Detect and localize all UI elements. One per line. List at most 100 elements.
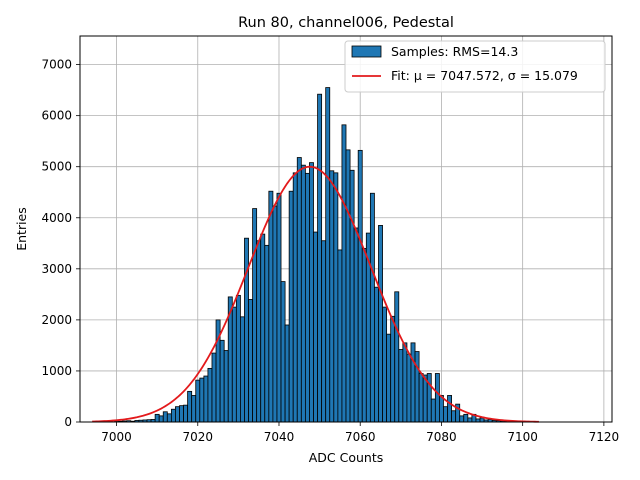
histogram-bar — [386, 333, 392, 423]
histogram-bar — [268, 190, 274, 423]
histogram-bar — [317, 93, 323, 423]
legend: Samples: RMS=14.3 Fit: μ = 7047.572, σ =… — [344, 40, 606, 93]
histogram-bar — [272, 205, 278, 423]
histogram-bar — [434, 373, 440, 423]
histogram-bar — [284, 324, 290, 423]
histogram-bar — [479, 417, 485, 423]
histogram-bar — [207, 367, 213, 423]
histogram-bar — [394, 291, 400, 423]
histogram-bar — [158, 415, 164, 423]
histogram-bar — [426, 373, 432, 423]
histogram-bar — [187, 390, 193, 423]
histogram-bar — [199, 377, 205, 423]
histogram-bar — [231, 306, 237, 423]
histogram-bar — [329, 170, 335, 423]
histogram-bar — [280, 281, 286, 423]
histogram-bar — [179, 405, 184, 423]
y-tick-label: 4000 — [41, 211, 72, 225]
histogram-bar — [183, 404, 189, 423]
histogram-bar — [345, 149, 351, 423]
histogram-bar — [382, 306, 388, 423]
histogram-bar — [219, 339, 225, 423]
histogram-bar — [406, 353, 412, 423]
y-tick-label: 7000 — [41, 58, 72, 72]
legend-label-fit: Fit: μ = 7047.572, σ = 15.079 — [391, 68, 578, 83]
histogram-bar — [349, 169, 355, 423]
histogram-bar — [248, 299, 253, 423]
histogram-bar — [402, 342, 408, 423]
histogram-bar — [321, 240, 327, 423]
histogram-bar — [288, 190, 294, 423]
histogram-bar — [467, 417, 473, 423]
legend-box — [344, 40, 606, 93]
histogram-bar — [374, 286, 379, 423]
histogram-bar — [264, 244, 270, 423]
y-tick-label: 3000 — [41, 262, 72, 276]
y-tick-label: 5000 — [41, 160, 72, 174]
histogram-bar — [292, 172, 298, 423]
y-tick-label: 0 — [64, 415, 72, 429]
histogram-bar — [235, 294, 241, 423]
histogram-bar — [430, 398, 436, 423]
fit-line — [92, 165, 539, 423]
histogram-bar — [353, 227, 359, 423]
x-tick-label: 7080 — [426, 430, 457, 444]
x-tick-label: 7020 — [182, 430, 213, 444]
x-axis-label: ADC Counts — [309, 450, 384, 465]
histogram-bar — [369, 192, 375, 423]
histogram-bar — [170, 408, 176, 423]
histogram-bar — [337, 249, 343, 423]
histogram-bar — [451, 410, 457, 423]
y-tick-label: 6000 — [41, 109, 72, 123]
histogram-bar — [313, 231, 318, 423]
y-tick-label: 1000 — [41, 364, 72, 378]
chart-title: Run 80, channel006, Pedestal — [238, 15, 454, 31]
y-axis-ticks: 0 1000 2000 3000 4000 5000 6000 7000 — [41, 58, 80, 429]
x-tick-label: 7060 — [345, 430, 376, 444]
histogram-bar — [443, 406, 448, 423]
histogram-bar — [333, 172, 339, 423]
plot-frame — [79, 35, 613, 423]
x-tick-label: 7120 — [589, 430, 620, 444]
histogram-bar — [410, 342, 416, 423]
fit-curve — [92, 165, 539, 423]
histogram-bar — [154, 413, 160, 423]
x-tick-label: 7040 — [264, 430, 295, 444]
histogram-bar — [166, 413, 172, 423]
histogram-bar — [240, 316, 245, 423]
histogram-bar — [296, 157, 302, 423]
histogram-bar — [211, 352, 217, 423]
y-tick-label: 2000 — [41, 313, 72, 327]
legend-label-samples: Samples: RMS=14.3 — [391, 44, 518, 59]
histogram-bar — [418, 373, 424, 423]
histogram-bar — [341, 124, 347, 423]
x-tick-label: 7100 — [507, 430, 538, 444]
legend-swatch-samples — [351, 45, 382, 58]
histogram-bars — [114, 87, 526, 423]
x-tick-label: 7000 — [101, 430, 132, 444]
histogram-bar — [260, 233, 266, 423]
histogram-bar — [357, 149, 363, 423]
histogram-bar — [244, 237, 249, 423]
histogram-bar — [439, 395, 444, 423]
histogram-bar — [304, 172, 310, 423]
histogram-bar — [276, 192, 282, 423]
histogram-bar — [463, 413, 469, 423]
histogram-bar — [300, 164, 306, 423]
histogram-bar — [414, 351, 420, 423]
histogram-bar — [361, 248, 367, 423]
histogram-bar — [390, 315, 396, 423]
histogram-bar — [195, 379, 201, 423]
histogram-bar — [447, 395, 452, 423]
histogram-bar — [309, 162, 314, 423]
histogram-bar — [256, 240, 262, 423]
histogram-bar — [252, 208, 258, 423]
histogram-bar — [223, 350, 229, 423]
histogram-bar — [459, 415, 465, 423]
y-axis-label: Entries — [14, 207, 29, 251]
histogram-bar — [191, 395, 197, 423]
histogram-bar — [398, 349, 404, 423]
histogram-bar — [325, 87, 331, 423]
histogram-bar — [378, 225, 383, 423]
